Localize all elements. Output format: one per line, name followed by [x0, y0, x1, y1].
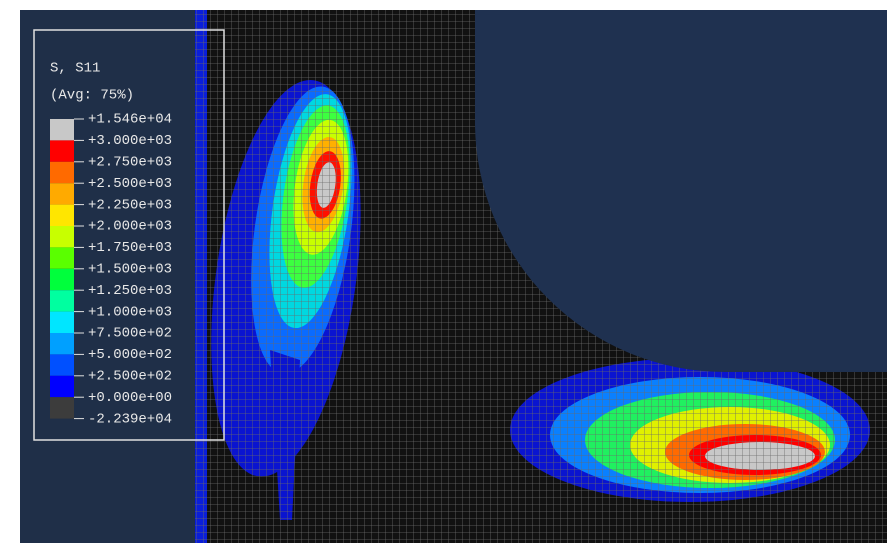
legend-swatch	[50, 312, 74, 333]
legend-swatch	[50, 397, 74, 418]
legend-swatch	[50, 205, 74, 226]
legend-swatch	[50, 140, 74, 161]
legend-label: +1.000e+03	[88, 304, 172, 320]
legend-label: +0.000e+00	[88, 390, 172, 406]
legend-swatch	[50, 183, 74, 204]
legend-label: +7.500e+02	[88, 326, 172, 342]
legend-label: +1.546e+04	[88, 112, 172, 128]
legend-subtitle: (Avg: 75%)	[50, 88, 134, 104]
legend-label: +2.500e+03	[88, 176, 172, 192]
legend-swatch	[50, 333, 74, 354]
legend-label: +2.250e+03	[88, 197, 172, 213]
legend-swatch	[50, 162, 74, 183]
legend-swatch	[50, 247, 74, 268]
legend-label: +2.000e+03	[88, 219, 172, 235]
legend-swatch	[50, 269, 74, 290]
legend-label: +1.500e+03	[88, 262, 172, 278]
legend-swatch	[50, 290, 74, 311]
legend-label: +2.750e+03	[88, 155, 172, 171]
legend-label: +2.500e+02	[88, 369, 172, 385]
legend-swatch	[50, 376, 74, 397]
legend-title: S, S11	[50, 61, 100, 77]
legend-label: +1.750e+03	[88, 240, 172, 256]
legend-scale: +1.546e+04 +3.000e+03 +2.750e+03 +2.500e+03…	[50, 112, 172, 428]
top-margin	[0, 0, 887, 10]
legend-label: +5.000e+02	[88, 347, 172, 363]
legend-swatch	[50, 354, 74, 375]
legend-label: +3.000e+03	[88, 133, 172, 149]
legend-swatch	[50, 119, 74, 140]
legend-label: +1.250e+03	[88, 283, 172, 299]
legend-label: -2.239e+04	[88, 411, 172, 427]
left-margin	[0, 0, 20, 543]
viewport: S, S11 (Avg: 75%) +1.546e+04 +3.000e+03 +2…	[0, 0, 887, 543]
legend-swatch	[50, 226, 74, 247]
